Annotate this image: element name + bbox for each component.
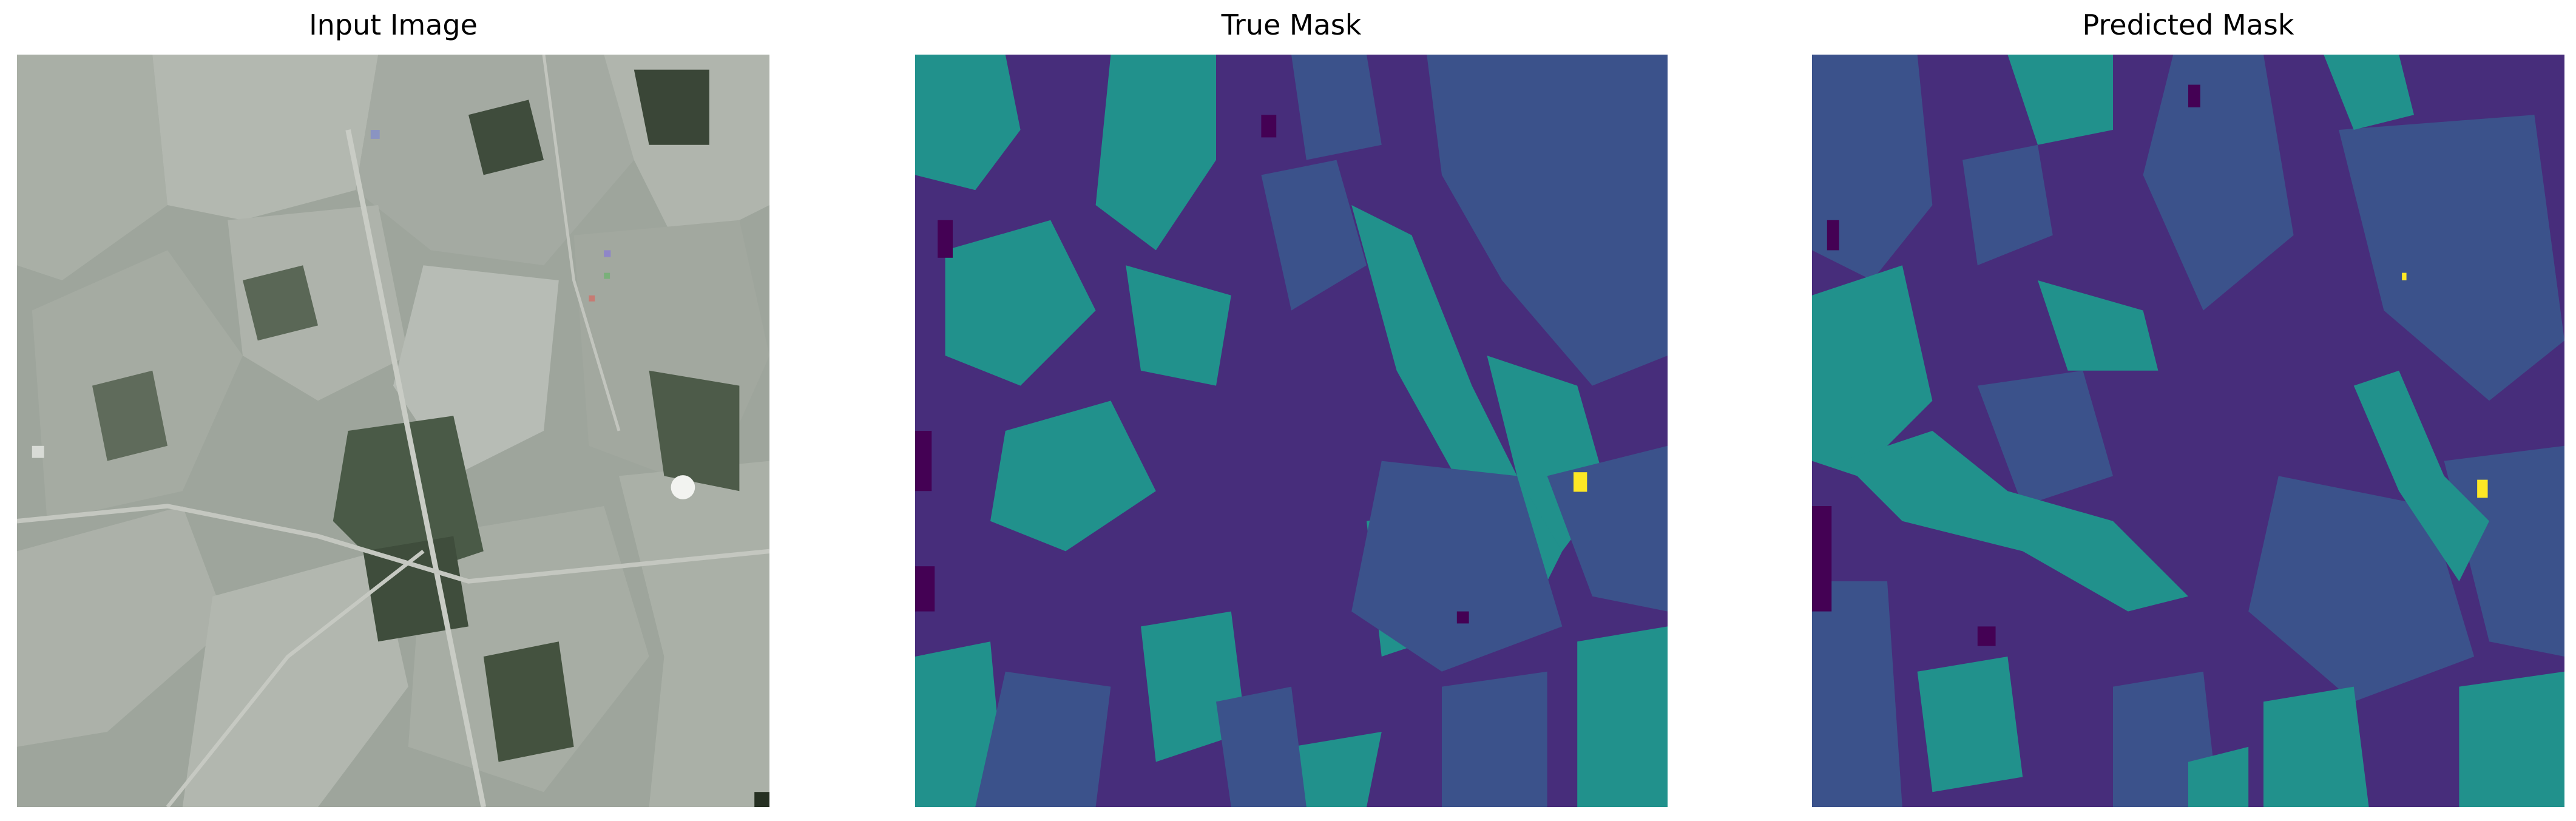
input-image-title: Input Image: [309, 8, 478, 41]
input-image-panel: Input Image: [17, 0, 769, 821]
input-image: [17, 55, 769, 807]
true-mask-title: True Mask: [1221, 8, 1362, 41]
true-mask-panel: True Mask: [915, 0, 1668, 821]
predicted-mask-title: Predicted Mask: [2082, 8, 2294, 41]
predicted-mask-image: [1812, 55, 2564, 807]
input-image-graphic: [17, 55, 769, 807]
true-mask-image: [915, 55, 1668, 807]
predicted-mask-panel: Predicted Mask: [1812, 0, 2564, 821]
predicted-mask-graphic: [1812, 55, 2564, 807]
true-mask-graphic: [915, 55, 1668, 807]
